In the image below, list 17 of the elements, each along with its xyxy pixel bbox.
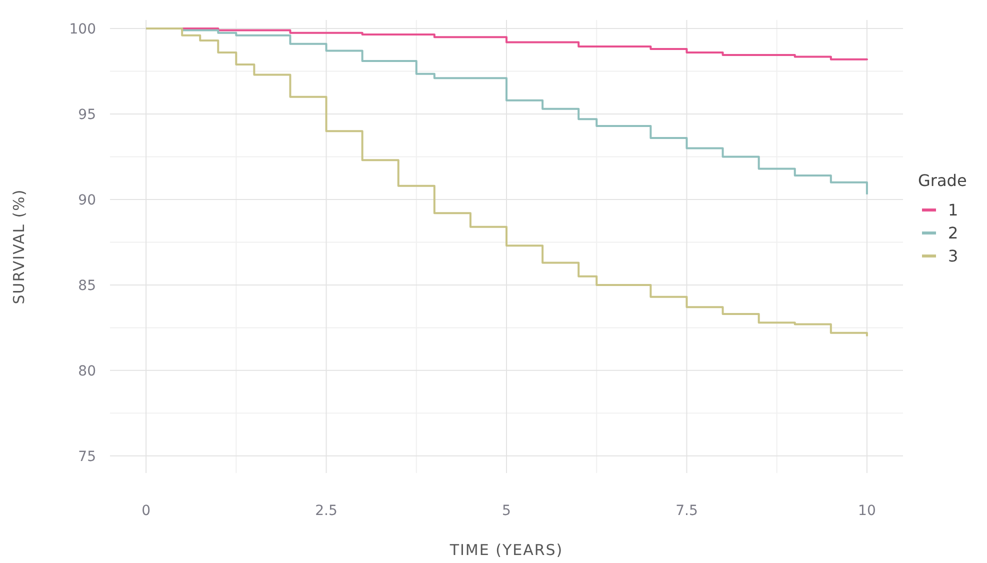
y-tick-label: 85	[78, 278, 96, 294]
x-tick-label: 2.5	[315, 503, 338, 519]
x-tick-label: 10	[858, 503, 876, 519]
y-axis-title: SURVIVAL (%)	[10, 188, 28, 304]
x-tick-label: 0	[142, 503, 151, 519]
y-tick-label: 75	[78, 448, 96, 465]
x-axis-title: TIME (YEARS)	[448, 541, 564, 559]
legend-label: 1	[948, 200, 958, 220]
y-tick-label: 95	[78, 106, 96, 123]
x-tick-label: 7.5	[676, 503, 698, 519]
y-tick-label: 90	[78, 192, 96, 208]
legend-label: 3	[948, 246, 958, 266]
y-tick-label: 100	[69, 21, 96, 38]
x-tick-label: 5	[502, 503, 511, 519]
legend-title: Grade	[918, 171, 967, 190]
y-tick-label: 80	[78, 363, 96, 380]
legend-label: 2	[948, 224, 958, 243]
